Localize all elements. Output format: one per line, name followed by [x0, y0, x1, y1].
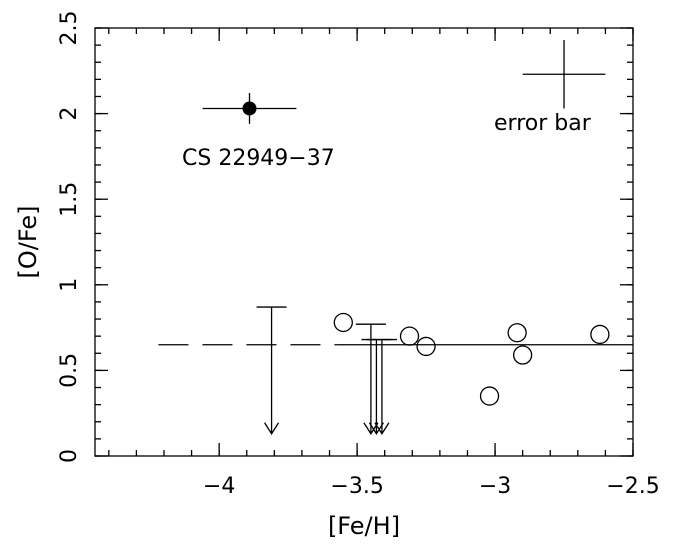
y-tick-label: 1.5: [57, 182, 82, 217]
data-marks: [202, 39, 610, 435]
y-tick-label: 2.5: [57, 11, 82, 46]
upper-limit-arrowhead: [363, 422, 379, 435]
y-tick-label: 1: [57, 278, 82, 292]
x-tick-label: −3: [479, 474, 511, 499]
upper-limit-arrowhead: [264, 422, 280, 435]
axis-ticks: [95, 27, 634, 457]
data-point: [479, 386, 500, 406]
data-point: [416, 336, 436, 357]
error-bar-key-label: error bar: [494, 111, 592, 136]
x-tick-label: −2.5: [606, 474, 659, 499]
y-tick-label: 0.5: [57, 353, 82, 388]
y-tick-label: 2: [57, 107, 82, 121]
x-tick-label: −4: [203, 474, 235, 499]
data-point: [399, 326, 420, 346]
star-annotation: CS 22949−37: [182, 146, 335, 171]
data-point: [512, 345, 533, 365]
upper-limit-arrowhead: [368, 422, 384, 435]
data-point: [507, 323, 527, 343]
y-tick-label: 0: [57, 449, 82, 463]
x-tick-label: −3.5: [330, 474, 383, 499]
data-point: [333, 312, 353, 333]
upper-limit-arrowhead: [374, 422, 390, 435]
data-point: [590, 324, 610, 345]
x-axis-title: [Fe/H]: [328, 512, 400, 540]
plot-frame: [94, 27, 634, 457]
y-axis-title: [O/Fe]: [14, 206, 42, 279]
star-point: [242, 101, 257, 116]
tick-labels: −4 −3.5 −3 −2.5 0 0.5 1 1.5 2 2.5: [57, 11, 660, 500]
